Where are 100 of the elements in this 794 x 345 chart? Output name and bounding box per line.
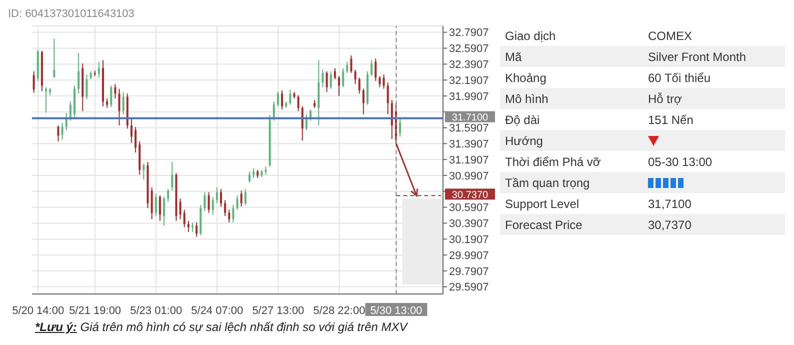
candlestick: [326, 70, 328, 93]
candlestick: [236, 194, 238, 210]
ref-line-label: 30.7370: [452, 190, 489, 202]
y-tick-label: 30.9907: [449, 170, 489, 182]
text: *Lưu ý:: [35, 320, 77, 334]
candlestick: [167, 188, 170, 202]
candlestick: [370, 60, 373, 77]
candlestick: [334, 68, 336, 80]
candlestick: [350, 54, 352, 74]
candlestick: [374, 58, 377, 82]
candlestick: [220, 188, 222, 208]
candlestick: [252, 168, 255, 178]
text: COMEX: [648, 28, 692, 42]
text: 151 Nến: [648, 112, 694, 126]
y-tick-label: 31.9907: [449, 90, 489, 103]
x-tick-label: 5/23 01:00: [130, 305, 182, 317]
text: 05-30 13:00: [648, 154, 712, 168]
candlestick: [57, 124, 60, 142]
candlestick: [322, 69, 324, 88]
text: Khoảng: [504, 70, 548, 84]
candlestick: [276, 92, 279, 107]
text: Độ dài: [504, 112, 541, 126]
candlestick: [338, 76, 340, 96]
candlestick: [192, 222, 194, 232]
candlestick: [301, 106, 304, 142]
candlestick: [158, 194, 161, 222]
y-tick-label: 32.3907: [449, 59, 489, 72]
candlestick: [61, 122, 64, 140]
candlestick: [69, 101, 72, 122]
candlestick: [382, 74, 385, 90]
y-tick-label: 30.3907: [449, 218, 489, 230]
candlestick: [183, 209, 186, 228]
candlestick: [378, 76, 381, 88]
candlestick: [204, 192, 206, 212]
candlestick: [330, 70, 332, 90]
candlestick: [130, 118, 132, 144]
candlestick: [248, 171, 250, 184]
y-tick-label: 31.1907: [449, 154, 489, 166]
text: 30,7370: [648, 218, 692, 232]
candlestick: [354, 69, 356, 85]
candlestick: [114, 84, 116, 99]
candlestick: [134, 126, 137, 153]
y-tick-label: 32.7907: [449, 27, 489, 40]
candlestick: [208, 192, 210, 214]
candlestick: [122, 92, 124, 115]
candlestick: [232, 204, 234, 223]
candlestick: [289, 89, 292, 106]
y-tick-label: 29.5907: [449, 282, 489, 294]
text: Giao dịch: [504, 28, 557, 42]
y-tick-label: 29.9907: [449, 250, 489, 262]
candlestick: [32, 70, 35, 94]
candlestick: [86, 74, 88, 100]
text: Thời điểm Phá vỡ: [504, 154, 602, 168]
candlestick: [179, 198, 182, 220]
candlestick: [212, 196, 214, 215]
candlestick: [187, 220, 190, 232]
candlestick: [310, 109, 312, 122]
candlestick: [224, 200, 226, 217]
candlestick: [98, 61, 100, 78]
x-tick-label: 5/28 22:00: [313, 305, 366, 317]
text: Hỗ trợ: [648, 92, 682, 106]
candlestick: [386, 82, 389, 115]
y-tick-label: 29.7907: [449, 266, 489, 278]
text: Silver Front Month: [648, 50, 746, 64]
text: Support Level: [504, 196, 580, 210]
candlestick: [342, 68, 344, 88]
text: 60 Tối thiểu: [648, 70, 710, 84]
text: Mã: [504, 50, 523, 64]
ref-line-label: 31.7100: [452, 112, 489, 124]
candlestick: [358, 77, 360, 94]
x-tick-label: 5/20 14:00: [12, 305, 64, 317]
candlestick: [118, 88, 120, 126]
candlestick: [142, 163, 145, 180]
candlestick: [346, 61, 348, 74]
y-tick-label: 30.1907: [449, 234, 489, 246]
text: Hướng: [504, 134, 544, 148]
candlestick: [171, 161, 174, 192]
y-tick-label: 32.1907: [449, 74, 489, 87]
candlestick: [53, 38, 56, 78]
text: 31,7100: [648, 196, 692, 210]
y-tick-label: 31.3907: [449, 138, 489, 151]
candlestick: [154, 193, 157, 217]
candlestick: [163, 196, 166, 226]
text: Mô hình: [504, 92, 550, 106]
candlestick: [228, 209, 230, 223]
x-tick-label: 5/27 13:00: [252, 305, 304, 317]
text: Giá trên mô hình có sự sai lệch nhất định so với giá trên MXV: [80, 320, 408, 334]
y-tick-label: 31.5907: [449, 122, 489, 135]
y-tick-label: 32.5907: [449, 43, 489, 56]
x-tick-label: 5/24 07:00: [191, 305, 244, 317]
candlestick: [399, 116, 402, 138]
candlestick: [196, 222, 198, 238]
candlestick: [216, 186, 218, 204]
candlestick: [244, 188, 246, 206]
candlestick: [240, 190, 242, 208]
x-tick-label: 5/21 19:00: [69, 305, 122, 317]
candlestick: [297, 94, 300, 112]
candlestick: [78, 52, 80, 94]
text: Forecast Price: [504, 218, 584, 232]
candlestick: [110, 85, 112, 108]
